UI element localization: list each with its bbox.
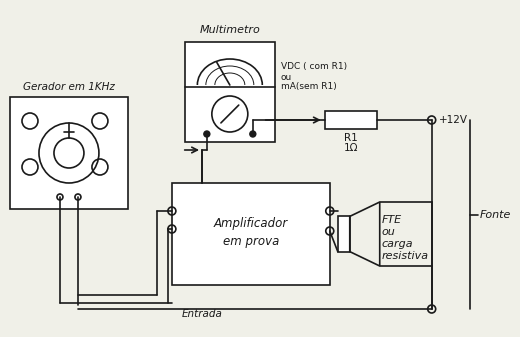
Text: +12V: +12V — [439, 115, 467, 125]
Bar — [185, 42, 275, 142]
Bar — [338, 216, 350, 252]
Text: Gerador em 1KHz: Gerador em 1KHz — [23, 82, 115, 92]
Bar — [172, 183, 330, 285]
Text: 1Ω: 1Ω — [344, 143, 358, 153]
Text: Entrada: Entrada — [182, 309, 223, 319]
Bar — [10, 97, 128, 209]
Text: em prova: em prova — [223, 236, 279, 248]
Text: VDC ( com R1): VDC ( com R1) — [281, 62, 347, 71]
Text: ou: ou — [281, 72, 292, 82]
Text: Amplificador: Amplificador — [214, 217, 288, 231]
Text: FTE: FTE — [382, 215, 402, 225]
Circle shape — [204, 131, 210, 137]
Text: Multimetro: Multimetro — [200, 25, 260, 35]
Circle shape — [250, 131, 256, 137]
Text: mA(sem R1): mA(sem R1) — [281, 83, 336, 92]
Bar — [325, 111, 376, 129]
Circle shape — [212, 96, 248, 132]
Text: R1: R1 — [344, 133, 358, 143]
Text: ou: ou — [382, 227, 396, 237]
Text: Fonte: Fonte — [479, 210, 511, 219]
Text: resistiva: resistiva — [382, 251, 429, 261]
Text: carga: carga — [382, 239, 413, 249]
